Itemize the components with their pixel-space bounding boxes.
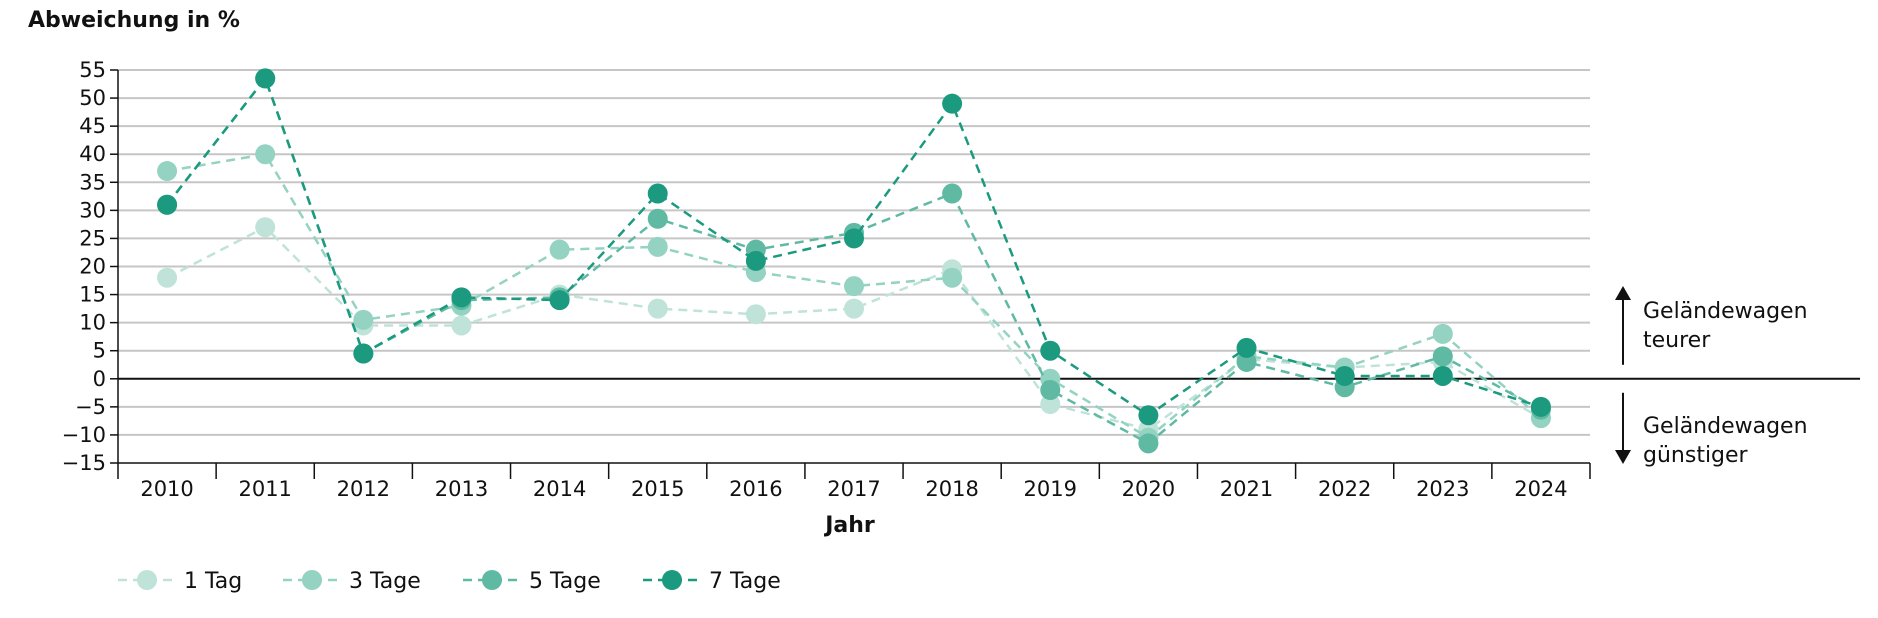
y-tick-label: 25 [79, 226, 106, 250]
y-tick-label: 15 [79, 283, 106, 307]
data-point [157, 194, 178, 215]
legend-marker [662, 570, 682, 590]
legend-marker [137, 570, 157, 590]
x-tick-label: 2014 [533, 477, 586, 501]
data-point [451, 315, 472, 336]
data-point [451, 287, 472, 308]
data-point [1432, 346, 1453, 367]
arrow-down-icon [1615, 450, 1631, 464]
x-tick-label: 2018 [925, 477, 978, 501]
legend-marker [302, 570, 322, 590]
data-point [353, 309, 374, 330]
data-point [647, 298, 668, 319]
y-tick-label: −5 [75, 395, 106, 419]
data-point [1236, 337, 1257, 358]
legend: 1 Tag 3 Tage 5 Tage 7 Tage [118, 569, 781, 594]
arrow-up-icon [1615, 286, 1631, 300]
data-point [745, 250, 766, 271]
data-point [1334, 365, 1355, 386]
x-tick-label: 2022 [1318, 477, 1371, 501]
data-point [549, 290, 570, 311]
y-tick-label: 5 [93, 339, 106, 363]
y-tick-label: 35 [79, 170, 106, 194]
x-tick-label: 2017 [827, 477, 880, 501]
x-axis-ticks: 2010 2011 2012 2013 2014 2015 2016 2017 2018 2019… [117, 462, 1591, 501]
legend-marker [482, 570, 502, 590]
data-point [844, 276, 864, 297]
data-point [1040, 380, 1061, 401]
legend-item-2: 3 Tage [283, 569, 421, 594]
legend-label: 7 Tage [709, 569, 781, 594]
data-point [647, 236, 668, 257]
x-tick-label: 2011 [238, 477, 291, 501]
x-tick-label: 2015 [631, 477, 684, 501]
data-point [157, 267, 178, 288]
data-point [1236, 351, 1257, 372]
data-point [255, 217, 276, 238]
data-point [745, 304, 766, 325]
y-tick-label: 30 [79, 198, 106, 222]
x-tick-label: 2023 [1416, 477, 1469, 501]
data-point [1432, 323, 1453, 344]
legend-item-3: 5 Tage [463, 569, 601, 594]
legend-label: 1 Tag [184, 569, 242, 594]
data-point [942, 93, 963, 114]
x-tick-label: 2021 [1220, 477, 1273, 501]
legend-label: 5 Tage [529, 569, 601, 594]
data-point [157, 161, 178, 182]
data-point [1432, 365, 1453, 386]
legend-item-4: 7 Tage [643, 569, 781, 594]
data-point [255, 144, 276, 165]
data-point [1040, 394, 1061, 415]
y-tick-label: −10 [62, 423, 106, 447]
data-point [647, 183, 668, 204]
data-point [647, 208, 668, 229]
x-tick-label: 2012 [337, 477, 390, 501]
annotation-down: Geländewagen [1643, 414, 1808, 439]
series-line [166, 225, 1542, 431]
x-axis-title: Jahr [823, 513, 875, 538]
y-tick-label: 45 [79, 114, 106, 138]
x-tick-label: 2010 [140, 477, 193, 501]
y-tick-label: 55 [79, 58, 106, 82]
annotation-down: günstiger [1643, 443, 1749, 468]
x-tick-label: 2013 [435, 477, 488, 501]
data-point [549, 239, 570, 260]
x-tick-label: 2024 [1514, 477, 1567, 501]
data-point [1530, 396, 1551, 417]
data-point [844, 228, 864, 249]
data-point [255, 68, 276, 89]
data-point [844, 298, 864, 319]
grid-lines [118, 69, 1860, 436]
x-tick-label: 2019 [1024, 477, 1077, 501]
data-point [1040, 340, 1061, 361]
series-2 [157, 144, 1551, 448]
y-tick-label: −15 [62, 451, 106, 475]
legend-item-1: 1 Tag [118, 569, 242, 594]
series-group [157, 68, 1551, 454]
annotation-up: teurer [1643, 328, 1711, 353]
series-4 [157, 68, 1551, 426]
data-point [942, 183, 963, 204]
y-tick-label: 10 [79, 311, 106, 335]
x-tick-label: 2016 [729, 477, 782, 501]
data-point [1138, 433, 1159, 454]
y-tick-label: 0 [93, 367, 106, 391]
y-tick-label: 50 [79, 86, 106, 110]
y-tick-label: 40 [79, 142, 106, 166]
data-point [353, 343, 374, 364]
annotation-up: Geländewagen [1643, 299, 1808, 324]
data-point [942, 267, 963, 288]
y-tick-label: 20 [79, 255, 106, 279]
data-point [1138, 405, 1159, 426]
annotations: Geländewagen teurer Geländewagen günstiger [1615, 286, 1808, 468]
legend-label: 3 Tage [349, 569, 421, 594]
x-tick-label: 2020 [1122, 477, 1175, 501]
y-axis-title: Abweichung in % [28, 8, 240, 33]
